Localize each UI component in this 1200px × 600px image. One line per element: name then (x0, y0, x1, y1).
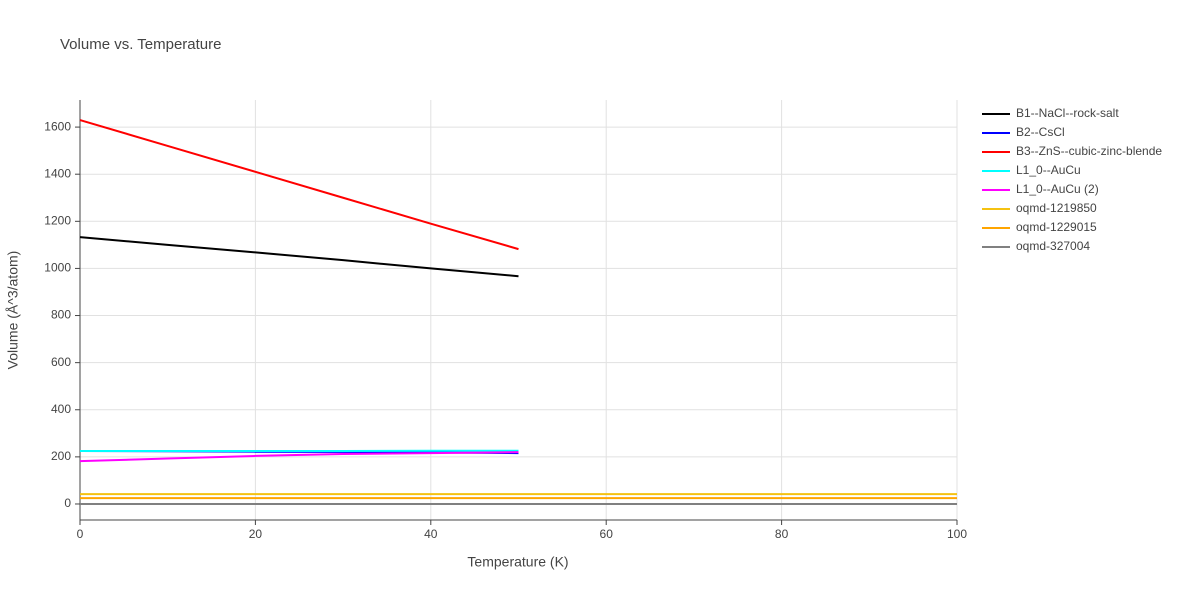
chart-title: Volume vs. Temperature (60, 36, 221, 53)
series-line (79, 119, 519, 251)
series-line (79, 451, 519, 463)
x-tick-label: 80 (775, 527, 789, 541)
y-tick-label: 200 (51, 449, 71, 463)
y-tick-label: 1400 (44, 166, 71, 180)
x-axis-title: Temperature (K) (467, 554, 568, 570)
y-tick-label: 400 (51, 402, 71, 416)
x-tick-label: 0 (77, 527, 84, 541)
x-tick-label: 20 (249, 527, 263, 541)
y-tick-label: 1000 (44, 261, 71, 275)
y-tick-label: 1200 (44, 213, 71, 227)
legend-label: B3--ZnS--cubic-zinc-blende (1016, 144, 1162, 158)
y-tick-label: 1600 (44, 119, 71, 133)
x-tick-label: 100 (947, 527, 967, 541)
legend-label: oqmd-327004 (1016, 239, 1090, 253)
legend-label: L1_0--AuCu (2) (1016, 182, 1099, 196)
x-tick-label: 40 (424, 527, 438, 541)
y-tick-label: 800 (51, 308, 71, 322)
y-tick-label: 600 (51, 355, 71, 369)
x-tick-label: 60 (600, 527, 614, 541)
legend-label: L1_0--AuCu (1016, 163, 1081, 177)
legend-label: B1--NaCl--rock-salt (1016, 106, 1119, 120)
y-tick-label: 0 (64, 496, 71, 510)
y-axis-title: Volume (Å^3/atom) (5, 251, 21, 370)
legend-label: B2--CsCl (1016, 125, 1065, 139)
legend-label: oqmd-1229015 (1016, 220, 1097, 234)
series-line (79, 236, 519, 278)
legend-label: oqmd-1219850 (1016, 201, 1097, 215)
